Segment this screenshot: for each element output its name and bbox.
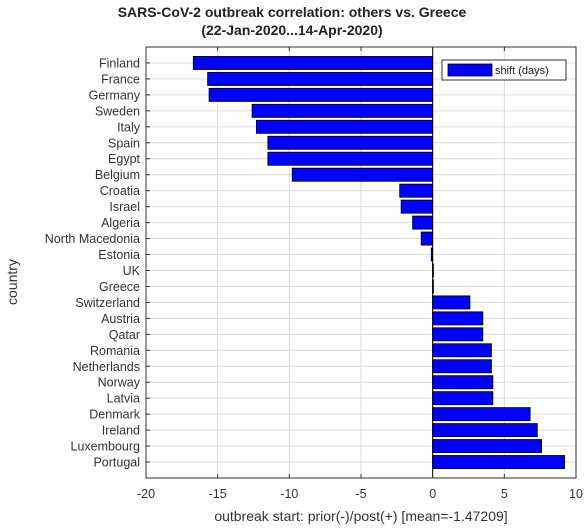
y-tick-label: Netherlands bbox=[73, 360, 140, 374]
y-tick-label: Romania bbox=[90, 344, 140, 358]
bar-italy bbox=[255, 119, 434, 134]
x-tick-label: -10 bbox=[280, 487, 298, 501]
y-tick-label: Austria bbox=[101, 312, 140, 326]
y-tick-label: Israel bbox=[109, 200, 140, 214]
y-tick-label: Switzerland bbox=[75, 296, 140, 310]
y-tick-label: UK bbox=[123, 264, 141, 278]
bar-denmark bbox=[432, 407, 531, 422]
bar-croatia bbox=[399, 183, 434, 198]
legend-swatch bbox=[447, 63, 493, 77]
y-tick-label: Egypt bbox=[108, 152, 140, 166]
bar-spain bbox=[267, 135, 434, 150]
bar-qatar bbox=[432, 327, 484, 342]
y-tick-label: Portugal bbox=[93, 456, 140, 470]
y-tick-label: Spain bbox=[108, 136, 140, 150]
y-tick-label: Italy bbox=[117, 120, 141, 134]
y-tick-label: Croatia bbox=[100, 184, 140, 198]
y-tick-label: Finland bbox=[99, 56, 140, 70]
y-tick-label: Denmark bbox=[89, 408, 140, 422]
legend: shift (days) bbox=[441, 59, 567, 81]
bar-finland bbox=[192, 56, 434, 70]
bar-romania bbox=[432, 343, 492, 358]
bar-netherlands bbox=[432, 359, 492, 374]
y-tick-label: Greece bbox=[99, 280, 140, 294]
chart-title-line-1: SARS-CoV-2 outbreak correlation: others … bbox=[117, 4, 467, 20]
y-tick-label: Belgium bbox=[95, 168, 140, 182]
x-tick-label: 0 bbox=[429, 487, 436, 501]
bar-ireland bbox=[432, 423, 538, 438]
x-tick-label: -20 bbox=[137, 487, 155, 501]
bar-portugal bbox=[432, 455, 565, 469]
y-tick-label: Qatar bbox=[109, 328, 140, 342]
y-tick-label: Sweden bbox=[95, 104, 140, 118]
legend-label: shift (days) bbox=[495, 65, 549, 77]
y-tick-label: Norway bbox=[98, 376, 141, 390]
x-axis-label: outbreak start: prior(-)/post(+) [mean=-… bbox=[214, 508, 508, 524]
bar-luxembourg bbox=[432, 439, 542, 454]
y-tick-label: Luxembourg bbox=[71, 440, 141, 454]
bar-germany bbox=[208, 87, 434, 102]
bar-north-macedonia bbox=[420, 231, 434, 246]
y-tick-label: Ireland bbox=[102, 424, 140, 438]
bar-sweden bbox=[251, 103, 434, 118]
bar-switzerland bbox=[432, 295, 471, 310]
bar-france bbox=[207, 71, 434, 86]
y-tick-label: North Macedonia bbox=[45, 232, 140, 246]
x-tick-label: 5 bbox=[501, 487, 508, 501]
x-tick-label: -5 bbox=[355, 487, 366, 501]
bar-belgium bbox=[291, 167, 434, 182]
bar-austria bbox=[432, 311, 484, 326]
y-tick-label: Germany bbox=[89, 88, 141, 102]
bar-algeria bbox=[412, 215, 434, 230]
y-tick-label: France bbox=[101, 72, 140, 86]
y-tick-label: Latvia bbox=[107, 392, 140, 406]
chart-title-line-2: (22-Jan-2020...14-Apr-2020) bbox=[201, 22, 383, 38]
bar-israel bbox=[400, 199, 434, 214]
bar-latvia bbox=[432, 391, 494, 406]
y-tick-label: Estonia bbox=[98, 248, 140, 262]
y-tick-label: Algeria bbox=[101, 216, 140, 230]
bar-egypt bbox=[267, 151, 434, 166]
x-tick-label: -15 bbox=[209, 487, 227, 501]
bar-norway bbox=[432, 375, 494, 390]
x-tick-label: 10 bbox=[569, 487, 583, 501]
